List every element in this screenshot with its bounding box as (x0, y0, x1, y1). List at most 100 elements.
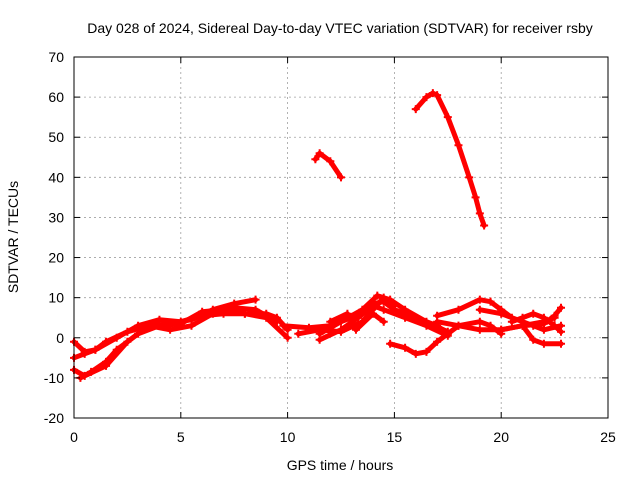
data-point (134, 329, 143, 338)
y-tick-label: 50 (48, 129, 64, 145)
data-point (251, 295, 260, 304)
x-axis-label: GPS time / hours (287, 457, 394, 473)
data-point (176, 319, 185, 328)
data-point (401, 313, 410, 322)
data-point (480, 221, 489, 230)
data-point (422, 93, 431, 102)
data-point (187, 321, 196, 330)
y-tick-label: 60 (48, 89, 64, 105)
chart-title: Day 028 of 2024, Sidereal Day-to-day VTE… (87, 20, 593, 36)
data-point (529, 335, 538, 344)
data-point (433, 91, 442, 100)
y-tick-label: 30 (48, 209, 64, 225)
series-trace-16 (520, 323, 564, 347)
data-point (240, 309, 249, 318)
series-trace-17 (312, 150, 344, 180)
data-point (354, 313, 363, 322)
data-point (422, 347, 431, 356)
data-point (401, 343, 410, 352)
data-point (112, 345, 121, 354)
data-point (91, 345, 100, 354)
x-tick-label: 25 (600, 429, 616, 445)
y-tick-label: 40 (48, 169, 64, 185)
series-trace-18 (413, 90, 487, 228)
data-point (102, 337, 111, 346)
data-point (428, 89, 437, 98)
grid (74, 57, 608, 418)
data-point (443, 113, 452, 122)
data-point (283, 333, 292, 342)
x-tick-label: 10 (280, 429, 296, 445)
data-point (475, 295, 484, 304)
data-point (315, 149, 324, 158)
data-point (497, 325, 506, 334)
series-trace-4 (77, 307, 291, 381)
y-axis-label: SDTVAR / TECUs (5, 181, 21, 293)
data-point (557, 327, 566, 336)
data-point (326, 157, 335, 166)
data-point (471, 193, 480, 202)
data-point (337, 173, 345, 182)
data-point (386, 339, 395, 348)
axis-ticks: 0 5 10 15 20 25 -20 -10 0 10 20 30 40 50 60 70 (44, 49, 616, 445)
y-tick-label: 70 (48, 49, 64, 65)
data-point (379, 293, 388, 302)
data-point (102, 357, 111, 366)
data-point (326, 317, 335, 326)
x-tick-label: 5 (177, 429, 185, 445)
data-point (422, 321, 431, 330)
data-point (518, 321, 527, 330)
data-point (411, 349, 420, 358)
data-point (80, 349, 89, 358)
data-point (550, 311, 559, 320)
data-point (454, 141, 463, 150)
data-point (198, 307, 207, 316)
data-point (358, 317, 367, 326)
data-point (433, 317, 442, 326)
data-point (401, 305, 410, 314)
data-point (315, 325, 324, 334)
data-point (373, 291, 382, 300)
data-point (475, 209, 484, 218)
data-point (529, 309, 538, 318)
data-point (475, 325, 484, 334)
data-point (518, 313, 527, 322)
y-tick-label: 0 (56, 330, 64, 346)
data-point (379, 305, 388, 314)
x-tick-label: 20 (493, 429, 509, 445)
data-point (557, 303, 566, 312)
data-point (486, 297, 495, 306)
data-point (475, 317, 484, 326)
data-point (251, 305, 260, 314)
data-point (557, 339, 566, 348)
data-point (454, 321, 463, 330)
series-trace-10 (387, 319, 504, 357)
data-point (379, 317, 388, 326)
data-point (475, 305, 484, 314)
data-point (337, 327, 345, 336)
y-tick-label: 20 (48, 250, 64, 266)
data-point (311, 155, 320, 164)
data-point (507, 317, 516, 326)
y-tick-label: 10 (48, 290, 64, 306)
data-point (155, 321, 164, 330)
data-point (294, 329, 303, 338)
data-point (497, 309, 506, 318)
x-tick-label: 0 (70, 429, 78, 445)
data-point (262, 313, 271, 322)
data-point (315, 335, 324, 344)
data-point (390, 301, 399, 310)
data-point (411, 105, 420, 114)
data-point (279, 321, 288, 330)
data-point (539, 319, 548, 328)
series-layer (70, 89, 566, 382)
data-point (343, 309, 352, 318)
data-point (87, 367, 96, 376)
data-point (219, 305, 228, 314)
data-point (443, 329, 452, 338)
data-point (123, 327, 132, 336)
data-point (454, 305, 463, 314)
data-point (550, 321, 559, 330)
data-point (433, 337, 442, 346)
